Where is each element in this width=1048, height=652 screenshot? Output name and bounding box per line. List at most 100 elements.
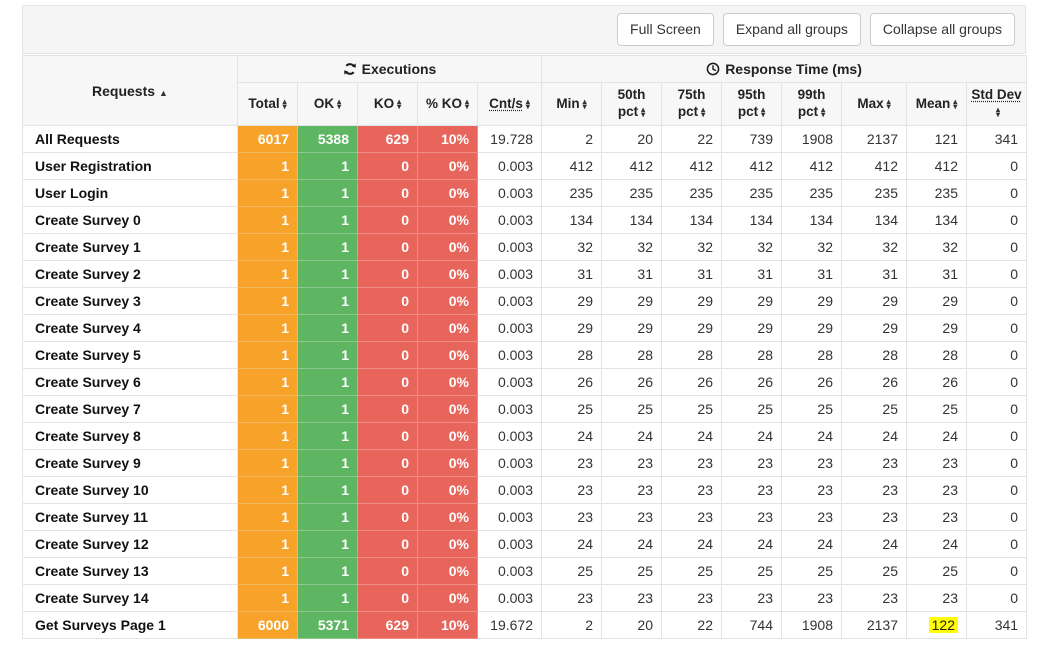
request-name-cell[interactable]: Create Survey 13 bbox=[22, 557, 238, 585]
ko-percent-cell: 10% bbox=[417, 125, 478, 153]
pct75-cell: 25 bbox=[661, 557, 722, 585]
pct50-cell: 20 bbox=[601, 125, 662, 153]
pct75-cell: 23 bbox=[661, 476, 722, 504]
request-name-cell[interactable]: All Requests bbox=[22, 125, 238, 153]
request-name-cell[interactable]: Create Survey 5 bbox=[22, 341, 238, 369]
pct99-cell: 23 bbox=[781, 584, 842, 612]
request-name-cell[interactable]: Create Survey 11 bbox=[22, 503, 238, 531]
total-cell: 1 bbox=[237, 584, 298, 612]
pct99-cell: 31 bbox=[781, 260, 842, 288]
total-cell: 1 bbox=[237, 179, 298, 207]
table-row: Create Survey 6 1 1 0 0% 0.003 26 26 26 26 26 26 26 0 bbox=[22, 368, 1028, 396]
stddev-cell: 0 bbox=[965, 179, 1028, 207]
pct99-cell: 412 bbox=[781, 152, 842, 180]
pct50-cell: 134 bbox=[601, 206, 662, 234]
ok-cell: 1 bbox=[297, 584, 358, 612]
column-header-75th-pct[interactable]: 75th pct ▴ ▾ bbox=[661, 82, 722, 126]
column-header-50th-pct[interactable]: 50th pct ▴ ▾ bbox=[601, 82, 662, 126]
column-header-ko[interactable]: KO ▴ ▾ bbox=[357, 82, 418, 126]
column-header-ko-percent[interactable]: % KO ▴ ▾ bbox=[417, 82, 478, 126]
column-header-95th-pct[interactable]: 95th pct ▴ ▾ bbox=[721, 82, 782, 126]
count-per-sec-cell: 0.003 bbox=[477, 341, 542, 369]
request-name-cell[interactable]: Create Survey 3 bbox=[22, 287, 238, 315]
request-name-cell[interactable]: Create Survey 7 bbox=[22, 395, 238, 423]
min-cell: 29 bbox=[541, 314, 602, 342]
pct50-cell: 23 bbox=[601, 476, 662, 504]
mean-cell: 29 bbox=[906, 314, 967, 342]
column-header-requests[interactable]: Requests ▲ bbox=[22, 55, 238, 126]
stddev-cell: 0 bbox=[965, 476, 1028, 504]
total-cell: 1 bbox=[237, 341, 298, 369]
request-name-cell[interactable]: Create Survey 12 bbox=[22, 530, 238, 558]
request-name-cell[interactable]: Create Survey 10 bbox=[22, 476, 238, 504]
sort-icon: ▴ ▾ bbox=[761, 104, 766, 120]
request-name-cell[interactable]: Create Survey 14 bbox=[22, 584, 238, 612]
request-name-cell[interactable]: Create Survey 9 bbox=[22, 449, 238, 477]
table-row: Create Survey 9 1 1 0 0% 0.003 23 23 23 23 23 23 23 0 bbox=[22, 449, 1028, 477]
response-time-header-label: Response Time (ms) bbox=[725, 61, 862, 77]
stddev-cell: 0 bbox=[965, 233, 1028, 261]
count-per-sec-cell: 0.003 bbox=[477, 260, 542, 288]
request-name-cell[interactable]: Create Survey 2 bbox=[22, 260, 238, 288]
ko-cell: 0 bbox=[357, 260, 418, 288]
column-header-cnt-per-sec[interactable]: Cnt/s ▴ ▾ bbox=[477, 82, 542, 126]
column-header-ok[interactable]: OK ▴ ▾ bbox=[297, 82, 358, 126]
column-header-row: Total ▴ ▾ OK ▴ ▾ KO ▴ ▾ % KO ▴ ▾ Cnt/s ▴ ▾ Min ▴ ▾ 5… bbox=[23, 82, 1028, 126]
count-per-sec-cell: 0.003 bbox=[477, 152, 542, 180]
table-header: Requests ▲ Executions bbox=[22, 55, 1028, 126]
ok-cell: 1 bbox=[297, 152, 358, 180]
column-header-std-dev[interactable]: Std Dev ▴ ▾ bbox=[965, 82, 1028, 126]
request-name-cell[interactable]: Create Survey 6 bbox=[22, 368, 238, 396]
table-body: All Requests 6017 5388 629 10% 19.728 2 20 22 739… bbox=[22, 125, 1028, 639]
request-name-cell[interactable]: User Login bbox=[22, 179, 238, 207]
request-name-cell[interactable]: Create Survey 0 bbox=[22, 206, 238, 234]
sort-icon: ▴ ▾ bbox=[525, 96, 530, 111]
table-row: Create Survey 3 1 1 0 0% 0.003 29 29 29 29 29 29 29 0 bbox=[22, 287, 1028, 315]
pct99-cell: 23 bbox=[781, 503, 842, 531]
pct95-cell: 23 bbox=[721, 584, 782, 612]
request-name-cell[interactable]: Create Survey 8 bbox=[22, 422, 238, 450]
column-header-total[interactable]: Total ▴ ▾ bbox=[237, 82, 298, 126]
mean-cell: 26 bbox=[906, 368, 967, 396]
collapse-all-groups-button[interactable]: Collapse all groups bbox=[869, 12, 1015, 47]
pct75-cell: 22 bbox=[661, 125, 722, 153]
request-name-cell[interactable]: Create Survey 1 bbox=[22, 233, 238, 261]
total-cell: 1 bbox=[237, 395, 298, 423]
ok-cell: 1 bbox=[297, 422, 358, 450]
mean-cell: 121 bbox=[906, 125, 967, 153]
pct99-cell: 25 bbox=[781, 395, 842, 423]
stddev-cell: 0 bbox=[965, 557, 1028, 585]
request-name-cell[interactable]: User Registration bbox=[22, 152, 238, 180]
max-cell: 134 bbox=[841, 206, 907, 234]
refresh-icon bbox=[343, 63, 356, 75]
ok-cell: 1 bbox=[297, 530, 358, 558]
min-cell: 28 bbox=[541, 341, 602, 369]
expand-all-groups-button[interactable]: Expand all groups bbox=[722, 12, 861, 47]
pct75-cell: 23 bbox=[661, 503, 722, 531]
column-header-min[interactable]: Min ▴ ▾ bbox=[541, 82, 602, 126]
count-per-sec-cell: 0.003 bbox=[477, 233, 542, 261]
pct75-cell: 24 bbox=[661, 530, 722, 558]
request-name-cell[interactable]: Create Survey 4 bbox=[22, 314, 238, 342]
max-cell: 24 bbox=[841, 422, 907, 450]
mean-cell: 29 bbox=[906, 287, 967, 315]
sort-ascending-icon: ▲ bbox=[159, 87, 168, 98]
pct95-cell: 29 bbox=[721, 287, 782, 315]
pct99-cell: 26 bbox=[781, 368, 842, 396]
ko-percent-cell: 0% bbox=[417, 449, 478, 477]
column-header-99th-pct[interactable]: 99th pct ▴ ▾ bbox=[781, 82, 842, 126]
pct75-cell: 25 bbox=[661, 395, 722, 423]
ok-cell: 5371 bbox=[297, 611, 358, 639]
ko-cell: 0 bbox=[357, 287, 418, 315]
ko-cell: 0 bbox=[357, 503, 418, 531]
column-header-max[interactable]: Max ▴ ▾ bbox=[841, 82, 907, 126]
sort-icon: ▴ ▾ bbox=[282, 96, 287, 111]
sort-icon: ▴ ▾ bbox=[465, 96, 470, 111]
column-header-mean[interactable]: Mean ▴ ▾ bbox=[906, 82, 967, 126]
ko-cell: 0 bbox=[357, 152, 418, 180]
max-cell: 28 bbox=[841, 341, 907, 369]
full-screen-button[interactable]: Full Screen bbox=[617, 12, 714, 47]
sort-icon: ▴ ▾ bbox=[641, 104, 646, 120]
request-name-cell[interactable]: Get Surveys Page 1 bbox=[22, 611, 238, 639]
pct50-cell: 23 bbox=[601, 449, 662, 477]
